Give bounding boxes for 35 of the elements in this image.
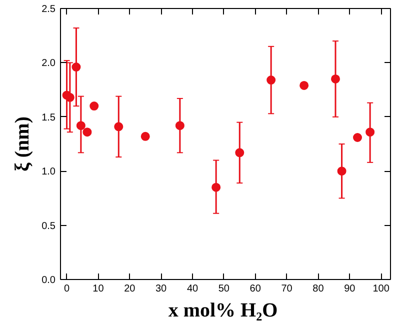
point: [72, 62, 81, 72]
point: [331, 74, 340, 84]
y-axis-title: ξ (nm): [12, 116, 34, 172]
x-tick-label: 50: [218, 284, 230, 294]
point: [366, 128, 375, 137]
point: [65, 92, 74, 102]
point: [82, 128, 92, 137]
point: [140, 132, 150, 141]
point: [212, 182, 221, 192]
x-tick-label: 90: [344, 284, 356, 294]
y-tick-label: 0.5: [42, 220, 56, 232]
point: [337, 166, 346, 176]
x-axis-title: x mol% H₂O: [168, 300, 278, 322]
x-tick-label: 40: [186, 284, 198, 294]
x-tick-label: 70: [281, 284, 293, 294]
point: [353, 133, 362, 142]
x-tick-label: 10: [92, 284, 104, 294]
x-tick-label: 60: [250, 284, 262, 294]
x-tick-label: 100: [372, 284, 390, 294]
x-tick-label: 30: [156, 284, 168, 294]
y-tick-label: 1.0: [42, 166, 56, 178]
point: [300, 80, 309, 90]
x-tick-label: 0: [64, 284, 70, 294]
point: [114, 122, 124, 132]
y-tick-label: 1.5: [42, 112, 56, 124]
point: [266, 76, 276, 85]
y-tick-label: 2.5: [42, 4, 56, 15]
x-tick-label: 80: [312, 284, 324, 294]
y-tick-label: 2.0: [42, 58, 56, 70]
point: [175, 121, 184, 130]
y-tick-label: 0.0: [42, 275, 56, 286]
point: [90, 102, 99, 111]
point: [76, 121, 86, 130]
x-tick-label: 20: [124, 284, 136, 294]
point: [235, 148, 244, 158]
